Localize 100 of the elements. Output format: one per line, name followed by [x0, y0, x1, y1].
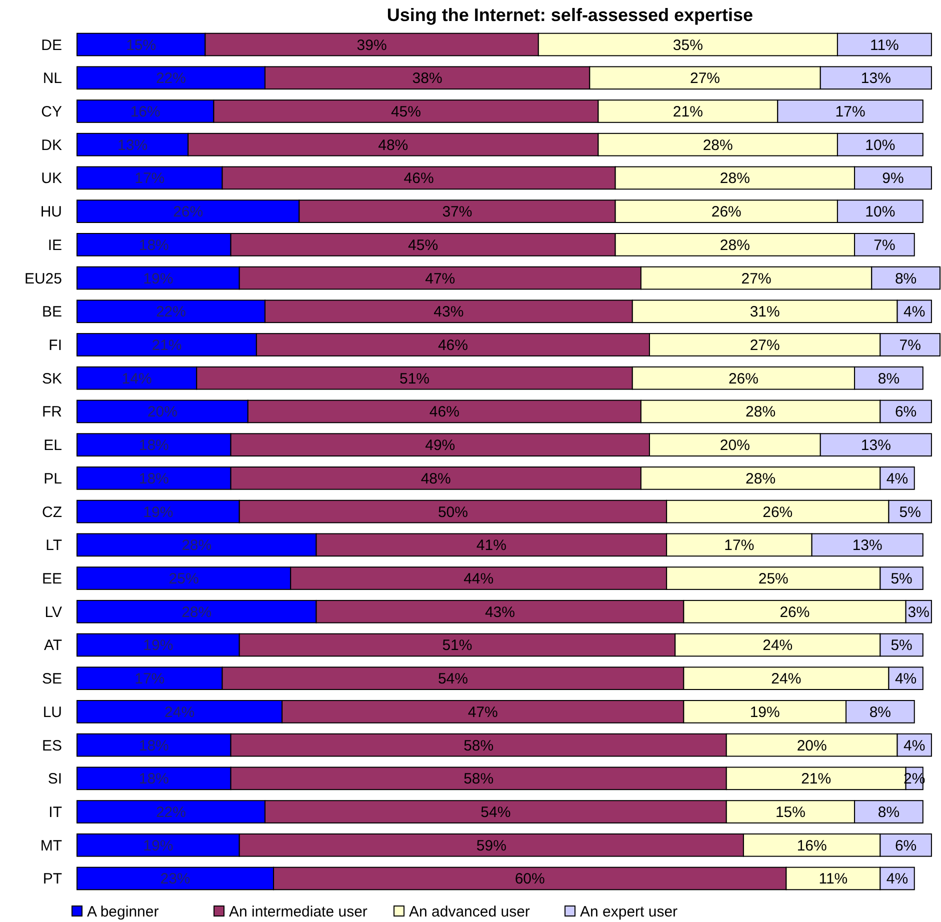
- data-label: 28%: [746, 404, 776, 421]
- data-label: 19%: [143, 504, 174, 521]
- y-tick-label: EL: [44, 437, 62, 454]
- data-label: 18%: [138, 236, 169, 254]
- data-label: 27%: [750, 336, 780, 354]
- data-label: 5%: [890, 570, 912, 588]
- data-label: 38%: [412, 70, 442, 88]
- data-label: 15%: [775, 804, 806, 822]
- data-label: 13%: [860, 70, 891, 88]
- data-label: 3%: [908, 604, 930, 621]
- data-label: 50%: [438, 504, 468, 521]
- data-label: 11%: [818, 870, 848, 888]
- data-label: 26%: [728, 370, 758, 388]
- data-label: 43%: [484, 604, 515, 621]
- y-tick-label: BE: [42, 304, 62, 321]
- data-label: 25%: [758, 570, 788, 588]
- y-tick-label: ES: [42, 737, 62, 754]
- legend-label: An advanced user: [409, 903, 530, 920]
- data-label: 8%: [878, 370, 900, 388]
- y-tick-label: DK: [41, 136, 62, 154]
- data-label: 23%: [160, 870, 190, 888]
- y-tick-label: SE: [42, 670, 62, 688]
- data-label: 17%: [134, 170, 165, 188]
- data-label: 31%: [750, 304, 780, 321]
- y-tick-label: EU25: [24, 270, 62, 288]
- data-label: 18%: [138, 437, 169, 454]
- y-tick-label: AT: [44, 637, 62, 654]
- data-label: 13%: [852, 537, 882, 554]
- data-label: 49%: [425, 437, 456, 454]
- y-tick-label: NL: [42, 70, 62, 88]
- data-label: 21%: [801, 770, 832, 788]
- data-label: 19%: [750, 704, 780, 721]
- data-label: 24%: [762, 637, 793, 654]
- data-label: 27%: [690, 70, 720, 88]
- data-label: 6%: [894, 404, 917, 421]
- data-label: 47%: [468, 704, 498, 721]
- data-label: 11%: [870, 36, 899, 54]
- data-label: 6%: [894, 837, 917, 854]
- data-label: 59%: [476, 837, 506, 854]
- data-label: 16%: [130, 103, 160, 120]
- data-label: 28%: [702, 136, 733, 154]
- y-tick-label: IT: [48, 804, 62, 822]
- data-label: 17%: [134, 670, 165, 688]
- y-tick-label: HU: [40, 204, 62, 221]
- data-label: 24%: [771, 670, 802, 688]
- data-label: 13%: [860, 437, 891, 454]
- data-label: 58%: [464, 770, 494, 788]
- y-tick-label: CZ: [42, 504, 62, 521]
- data-label: 28%: [720, 236, 750, 254]
- y-tick-label: IE: [48, 236, 62, 254]
- data-label: 22%: [156, 304, 186, 321]
- data-label: 41%: [476, 537, 506, 554]
- data-label: 26%: [780, 604, 810, 621]
- data-label: 20%: [720, 437, 750, 454]
- data-label: 10%: [865, 204, 896, 221]
- chart-title: Using the Internet: self-assessed expertise: [386, 5, 754, 25]
- data-label: 18%: [138, 770, 169, 788]
- data-label: 51%: [399, 370, 430, 388]
- data-label: 5%: [899, 504, 921, 521]
- data-label: 26%: [711, 204, 742, 221]
- data-label: 27%: [741, 270, 772, 288]
- data-label: 28%: [720, 170, 750, 188]
- data-label: 20%: [147, 404, 178, 421]
- data-label: 17%: [835, 103, 866, 120]
- y-tick-label: PT: [42, 870, 62, 888]
- data-label: 51%: [442, 637, 472, 654]
- data-label: 26%: [762, 504, 793, 521]
- data-label: 25%: [168, 570, 199, 588]
- data-label: 28%: [182, 604, 212, 621]
- y-tick-label: DE: [41, 36, 62, 54]
- data-label: 26%: [173, 204, 204, 221]
- data-label: 13%: [118, 136, 148, 154]
- data-label: 4%: [904, 304, 926, 321]
- data-label: 45%: [408, 236, 438, 254]
- y-tick-label: FR: [42, 404, 62, 421]
- data-label: 24%: [164, 704, 195, 721]
- data-label: 46%: [438, 336, 468, 354]
- data-label: 18%: [138, 470, 169, 488]
- data-label: 20%: [796, 737, 827, 754]
- data-label: 28%: [182, 537, 212, 554]
- data-label: 37%: [442, 204, 472, 221]
- legend-label: An intermediate user: [229, 903, 368, 920]
- data-label: 60%: [514, 870, 545, 888]
- data-label: 16%: [796, 837, 827, 854]
- y-tick-label: SI: [48, 770, 62, 788]
- data-label: 14%: [122, 370, 152, 388]
- data-label: 35%: [672, 36, 703, 54]
- data-label: 5%: [890, 637, 912, 654]
- data-label: 47%: [425, 270, 456, 288]
- data-label: 21%: [672, 103, 703, 120]
- y-tick-label: PL: [44, 470, 62, 488]
- data-label: 21%: [152, 336, 182, 354]
- data-label: 4%: [886, 470, 908, 488]
- data-label: 46%: [429, 404, 460, 421]
- legend-label: A beginner: [87, 903, 159, 920]
- data-label: 8%: [869, 704, 892, 721]
- y-tick-label: SK: [42, 370, 62, 388]
- data-label: 17%: [724, 537, 754, 554]
- legend-label: An expert user: [580, 903, 678, 920]
- y-tick-label: EE: [42, 570, 62, 588]
